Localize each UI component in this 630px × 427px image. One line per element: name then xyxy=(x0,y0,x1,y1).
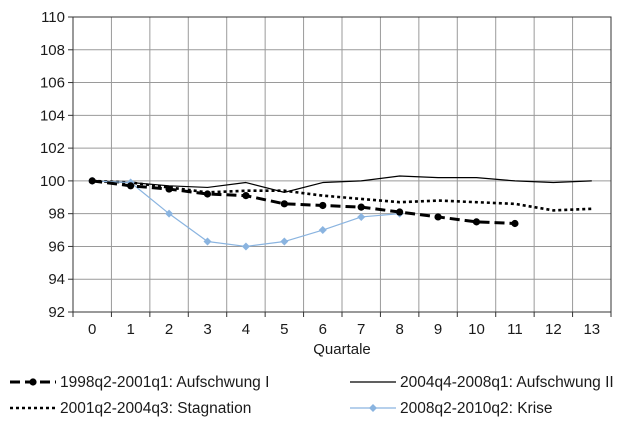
series-0 xyxy=(88,177,519,228)
y-tick-label: 106 xyxy=(40,75,65,92)
x-tick-label: 3 xyxy=(203,321,211,338)
y-tick-label: 98 xyxy=(48,206,65,223)
legend-label: 2001q2-2004q3: Stagnation xyxy=(60,400,251,417)
x-tick-label: 8 xyxy=(395,321,403,338)
x-tick-label: 13 xyxy=(583,321,600,338)
data-point xyxy=(319,201,327,210)
series-3 xyxy=(88,176,404,251)
y-tick-label: 96 xyxy=(48,238,65,255)
x-tick-labels: 0 1 2 3 4 5 6 7 8 9 10 11 12 13 xyxy=(88,321,600,338)
series-lines xyxy=(88,175,592,251)
x-tick-label: 2 xyxy=(165,321,173,338)
data-point xyxy=(511,219,519,228)
data-point xyxy=(357,212,366,221)
data-point xyxy=(165,209,174,218)
data-point xyxy=(203,237,212,246)
x-tick-label: 1 xyxy=(126,321,134,338)
x-tick-label: 10 xyxy=(468,321,485,338)
data-point xyxy=(472,218,481,226)
legend-marker xyxy=(29,378,37,386)
legend: 1998q2-2001q1: Aufschwung I 2004q4-2008q1… xyxy=(10,374,614,417)
data-point xyxy=(241,242,250,251)
data-point xyxy=(88,177,96,185)
data-point xyxy=(280,200,288,208)
data-point xyxy=(318,226,327,235)
x-axis-label: Quartale xyxy=(313,341,371,358)
legend-label: 2004q4-2008q1: Aufschwung II xyxy=(400,374,614,391)
x-tick-label: 5 xyxy=(280,321,288,338)
legend-label: 1998q2-2001q1: Aufschwung I xyxy=(60,374,269,391)
data-point xyxy=(242,192,250,200)
series-line xyxy=(92,179,515,225)
y-tick-label: 110 xyxy=(41,9,65,26)
data-point xyxy=(165,185,173,193)
data-point xyxy=(127,182,135,190)
y-tick-label: 108 xyxy=(40,42,65,59)
x-tick-label: 11 xyxy=(507,321,523,338)
legend-item: 2008q2-2010q2: Krise xyxy=(350,400,553,417)
x-tick-label: 0 xyxy=(88,321,96,338)
x-tick-label: 9 xyxy=(434,321,442,338)
y-tick-labels: 92 94 96 98 100 102 104 106 108 110 xyxy=(40,9,65,321)
data-point xyxy=(280,237,289,246)
series-line xyxy=(92,175,592,193)
y-tick-label: 104 xyxy=(40,107,65,124)
legend-item: 2001q2-2004q3: Stagnation xyxy=(10,400,251,417)
x-tick-label: 12 xyxy=(545,321,562,338)
y-tick-label: 92 xyxy=(48,304,65,321)
axes xyxy=(68,16,612,317)
x-tick-label: 6 xyxy=(319,321,327,338)
legend-marker xyxy=(369,404,377,412)
data-point xyxy=(203,190,212,198)
plot-border xyxy=(72,16,612,313)
x-tick-label: 7 xyxy=(357,321,365,338)
data-point xyxy=(434,213,442,221)
y-tick-label: 102 xyxy=(40,140,65,157)
data-point xyxy=(357,203,365,211)
series-1 xyxy=(92,175,592,193)
data-point xyxy=(396,208,404,216)
y-tick-label: 100 xyxy=(40,173,65,190)
legend-item: 2004q4-2008q1: Aufschwung II xyxy=(350,374,614,391)
legend-item: 1998q2-2001q1: Aufschwung I xyxy=(10,374,269,391)
legend-label: 2008q2-2010q2: Krise xyxy=(400,400,553,417)
grid xyxy=(72,16,612,313)
y-tick-label: 94 xyxy=(48,271,65,288)
x-tick-label: 4 xyxy=(242,321,250,338)
